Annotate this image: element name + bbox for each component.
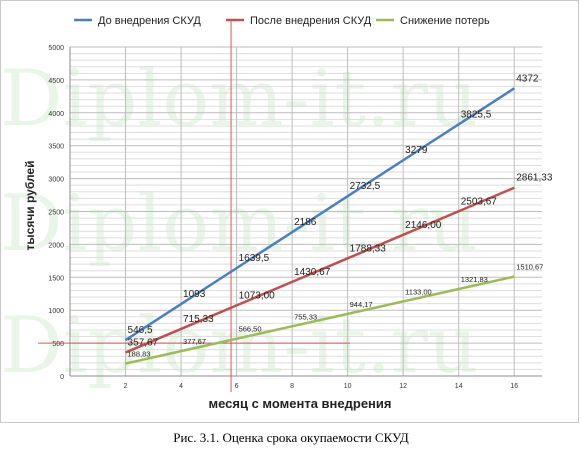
watermark-text: Diplom-it.ru bbox=[0, 179, 478, 269]
x-tick-label: 4 bbox=[179, 383, 183, 390]
data-label: 546,5 bbox=[128, 325, 153, 336]
data-label: 377,67 bbox=[183, 337, 206, 346]
watermark-text: Diplom-it.ru bbox=[0, 54, 478, 144]
data-label: 2861,33 bbox=[516, 173, 553, 184]
x-tick-label: 2 bbox=[124, 383, 128, 390]
y-tick-label: 1500 bbox=[48, 275, 64, 282]
data-label: 2146,00 bbox=[405, 220, 442, 231]
data-label: 1639,5 bbox=[239, 253, 270, 264]
figure-caption: Рис. 3.1. Оценка срока окупаемости СКУД bbox=[173, 430, 409, 445]
y-tick-label: 2000 bbox=[48, 242, 64, 249]
x-tick-label: 12 bbox=[399, 383, 407, 390]
x-axis-title: месяц с момента внедрения bbox=[209, 396, 392, 411]
y-tick-label: 2500 bbox=[48, 210, 64, 217]
y-tick-label: 5000 bbox=[48, 45, 64, 52]
legend-label: До внедрения СКУД bbox=[98, 15, 201, 27]
y-tick-label: 500 bbox=[52, 341, 64, 348]
legend-label: После внедрения СКУД bbox=[250, 15, 372, 27]
y-tick-label: 1000 bbox=[48, 308, 64, 315]
y-tick-label: 4500 bbox=[48, 78, 64, 85]
x-tick-label: 16 bbox=[510, 383, 518, 390]
x-tick-label: 10 bbox=[344, 383, 352, 390]
data-label: 715,33 bbox=[183, 314, 214, 325]
y-tick-label: 3500 bbox=[48, 144, 64, 151]
legend-label: Снижение потерь bbox=[400, 15, 490, 27]
x-tick-label: 14 bbox=[455, 383, 463, 390]
data-label: 566,50 bbox=[239, 325, 262, 334]
data-label: 1321,83 bbox=[461, 275, 488, 284]
data-label: 3279 bbox=[405, 145, 428, 156]
data-label: 1073,00 bbox=[239, 290, 276, 301]
y-tick-label: 0 bbox=[60, 374, 64, 381]
data-label: 1430,67 bbox=[294, 267, 331, 278]
y-tick-label: 3000 bbox=[48, 177, 64, 184]
data-label: 1510,67 bbox=[516, 263, 543, 272]
legend: До внедрения СКУД После внедрения СКУД Сни… bbox=[74, 15, 490, 27]
x-tick-label: 8 bbox=[290, 383, 294, 390]
watermark-text: Diplom-it.ru bbox=[0, 301, 478, 391]
data-label: 2503,67 bbox=[461, 196, 498, 207]
data-label: 1788,33 bbox=[350, 243, 387, 254]
x-tick-label: 6 bbox=[235, 383, 239, 390]
data-label: 357,67 bbox=[128, 337, 159, 348]
data-label: 2732,5 bbox=[350, 181, 381, 192]
data-label: 1093 bbox=[183, 289, 206, 300]
data-label: 944,17 bbox=[350, 300, 373, 309]
series-line-1 bbox=[124, 87, 515, 342]
data-label: 3825,5 bbox=[461, 109, 492, 120]
data-label: 4372 bbox=[516, 73, 539, 84]
y-axis-title: тысячи рублей bbox=[23, 161, 37, 251]
y-tick-label: 4000 bbox=[48, 111, 64, 118]
data-label: 188,83 bbox=[128, 350, 151, 359]
data-label: 755,33 bbox=[294, 312, 317, 321]
series-line-2 bbox=[125, 186, 515, 354]
payback-chart: Diplom-it.ruDiplom-it.ruDiplom-it.ru0500… bbox=[0, 0, 579, 423]
data-label: 1133,00 bbox=[405, 287, 432, 296]
data-label: 2186 bbox=[294, 217, 317, 228]
series-line-3 bbox=[125, 275, 515, 365]
